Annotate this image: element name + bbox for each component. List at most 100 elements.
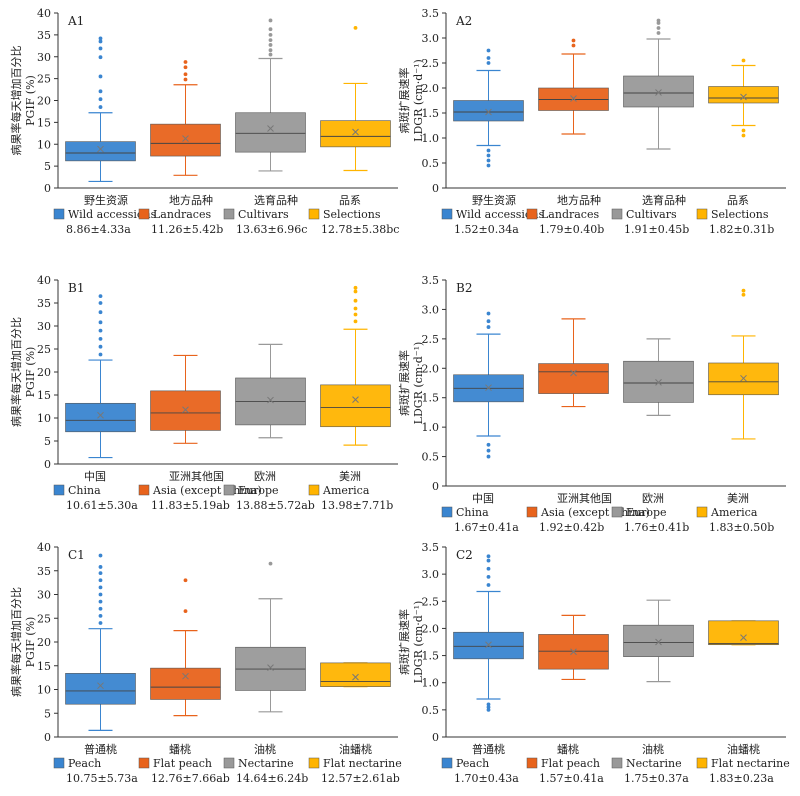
- panel-b1: 0 5 10 15 20 25 30 35 40 B1 病果率每天增加百分比 PGIF (%) 中国 亚洲…: [9, 274, 398, 512]
- outlier-point: [353, 312, 358, 317]
- y-axis-label-cn: 病果率每天增加百分比: [9, 587, 23, 697]
- mean-marker: [570, 95, 577, 102]
- y-tick-label: 3.5: [422, 7, 440, 20]
- category-label: 选育品种: [254, 193, 298, 207]
- legend-label: Nectarine: [238, 757, 294, 770]
- y-tick-label: 20: [37, 636, 51, 649]
- mean-marker: [267, 664, 274, 672]
- category-label: 蟠桃: [557, 742, 579, 756]
- y-tick-label: 0.5: [422, 157, 440, 170]
- stat-label: 10.75±5.73a: [66, 772, 138, 785]
- mean-marker: [352, 673, 359, 681]
- box-rect: [65, 402, 136, 433]
- y-tick-label: 3.0: [422, 303, 440, 316]
- outlier-point: [486, 583, 491, 587]
- legend-label: Asia (except China): [152, 484, 262, 497]
- box-rect: [65, 141, 136, 162]
- y-tick-label: 35: [37, 29, 51, 42]
- outlier-point: [98, 565, 103, 569]
- outlier-point: [98, 310, 103, 315]
- outlier-point: [98, 55, 103, 60]
- category-label: 油桃: [642, 742, 664, 756]
- panel-c2: 0 0.5 1.0 1.5 2.0 2.5 3.0 3.5 C2 病斑扩展速率 LDGR (cm·d…: [397, 541, 790, 785]
- outlier-point: [98, 344, 103, 349]
- box-4: [320, 662, 391, 688]
- legend-label: China: [68, 484, 101, 497]
- legend-swatch: [308, 757, 320, 769]
- outlier-point: [98, 613, 103, 618]
- outlier-point: [486, 325, 491, 329]
- outlier-point: [353, 25, 358, 30]
- legend-label: Europe: [238, 484, 279, 497]
- y-tick-label: 25: [37, 343, 51, 356]
- legend-swatch: [308, 208, 320, 220]
- mean-marker: [182, 672, 189, 680]
- box-rect: [623, 75, 694, 108]
- legend-swatch: [138, 757, 150, 769]
- y-tick-label: 25: [37, 612, 51, 625]
- outlier-point: [98, 599, 103, 604]
- outlier-point: [486, 311, 491, 316]
- outlier-point: [98, 553, 103, 558]
- category-label: 亚洲其他国: [169, 470, 224, 483]
- legend-label: Selections: [323, 208, 381, 221]
- box-2: [538, 614, 609, 681]
- legend-swatch: [526, 757, 538, 769]
- y-tick-label: 3.0: [422, 568, 440, 581]
- y-tick-label: 2.5: [422, 333, 440, 346]
- y-tick-label: 1.0: [422, 421, 440, 434]
- legend-swatch: [441, 757, 453, 769]
- legend-label: America: [322, 484, 370, 497]
- outlier-point: [98, 74, 103, 79]
- legend-label: America: [710, 506, 758, 519]
- outlier-point: [656, 31, 661, 35]
- box-rect: [320, 384, 391, 428]
- box-rect: [708, 620, 779, 646]
- y-axis-label-cn: 病斑扩展速率: [397, 68, 411, 134]
- outlier-point: [98, 36, 103, 41]
- box-4: [320, 25, 391, 172]
- stat-label: 8.86±4.33a: [66, 223, 131, 236]
- outlier-point: [183, 609, 188, 614]
- y-axis-label-cn: 病果率每天增加百分比: [9, 317, 23, 427]
- outlier-point: [486, 566, 491, 571]
- y-tick-label: 1.0: [422, 677, 440, 690]
- legend-swatch: [696, 506, 708, 518]
- outlier-point: [183, 578, 188, 583]
- mean-marker: [655, 89, 662, 96]
- y-tick-label: 40: [37, 7, 51, 20]
- outlier-point: [98, 352, 103, 357]
- y-axis-label-en: PGIF (%): [24, 75, 37, 126]
- stat-label: 10.61±5.30a: [66, 499, 138, 512]
- box-3: [235, 343, 306, 439]
- mean-marker: [655, 638, 662, 646]
- outlier-point: [486, 148, 491, 153]
- legend-swatch: [223, 484, 235, 496]
- outlier-point: [656, 26, 661, 30]
- category-label: 亚洲其他国: [557, 492, 612, 505]
- y-tick-label: 1.5: [422, 107, 440, 120]
- y-tick-label: 0: [432, 182, 439, 195]
- stat-label: 1.67±0.41a: [454, 521, 519, 534]
- legend-swatch: [441, 208, 453, 220]
- legend-swatch: [223, 757, 235, 769]
- box-2: [150, 60, 221, 176]
- outlier-point: [98, 578, 103, 583]
- y-tick-label: 1.0: [422, 132, 440, 145]
- y-tick-label: 0.5: [422, 704, 440, 717]
- y-tick-label: 3.5: [422, 541, 440, 554]
- legend-swatch: [223, 208, 235, 220]
- outlier-point: [741, 58, 746, 63]
- stat-label: 11.83±5.19ab: [151, 499, 230, 512]
- outlier-point: [486, 574, 491, 579]
- stat-label: 1.83±0.50b: [709, 521, 774, 534]
- outlier-point: [98, 89, 103, 94]
- box-2: [150, 578, 221, 717]
- category-label: 油蟠桃: [727, 742, 760, 756]
- outlier-point: [741, 292, 746, 297]
- outlier-point: [98, 46, 103, 51]
- outlier-point: [98, 621, 103, 625]
- y-tick-label: 40: [37, 274, 51, 287]
- box-rect: [150, 123, 221, 157]
- legend-label: Landraces: [541, 208, 599, 221]
